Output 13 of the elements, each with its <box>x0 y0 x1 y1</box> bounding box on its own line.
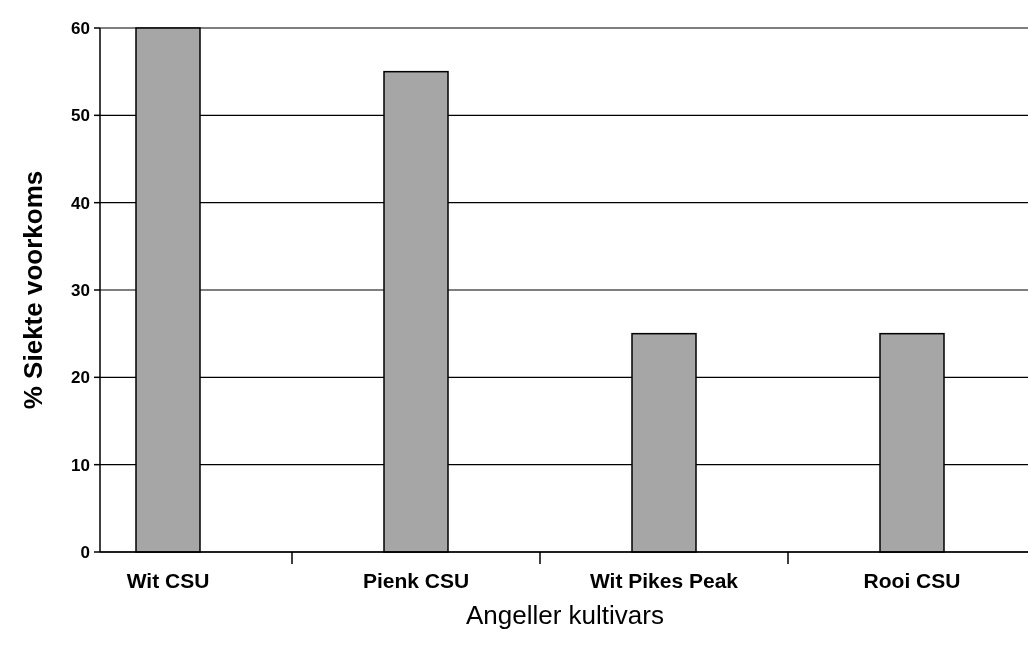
x-tick-label: Pienk CSU <box>362 569 470 592</box>
y-tick-label: 50 <box>71 106 90 126</box>
y-tick-label: 10 <box>71 455 90 475</box>
y-tick-label: 40 <box>71 193 90 213</box>
x-tick-label: Rooi CSU <box>863 569 961 592</box>
x-tick-label: Wit CSU <box>126 569 210 592</box>
y-tick-label: 30 <box>71 280 90 300</box>
x-axis-title: Angeller kultivars <box>466 600 664 630</box>
y-tick-label: 60 <box>71 18 90 38</box>
y-axis-title: % Siekte voorkoms <box>18 170 48 410</box>
y-tick-label: 20 <box>71 368 90 388</box>
x-tick-label: Wit Pikes Peak <box>589 569 739 592</box>
y-tick-label: 0 <box>80 542 90 562</box>
